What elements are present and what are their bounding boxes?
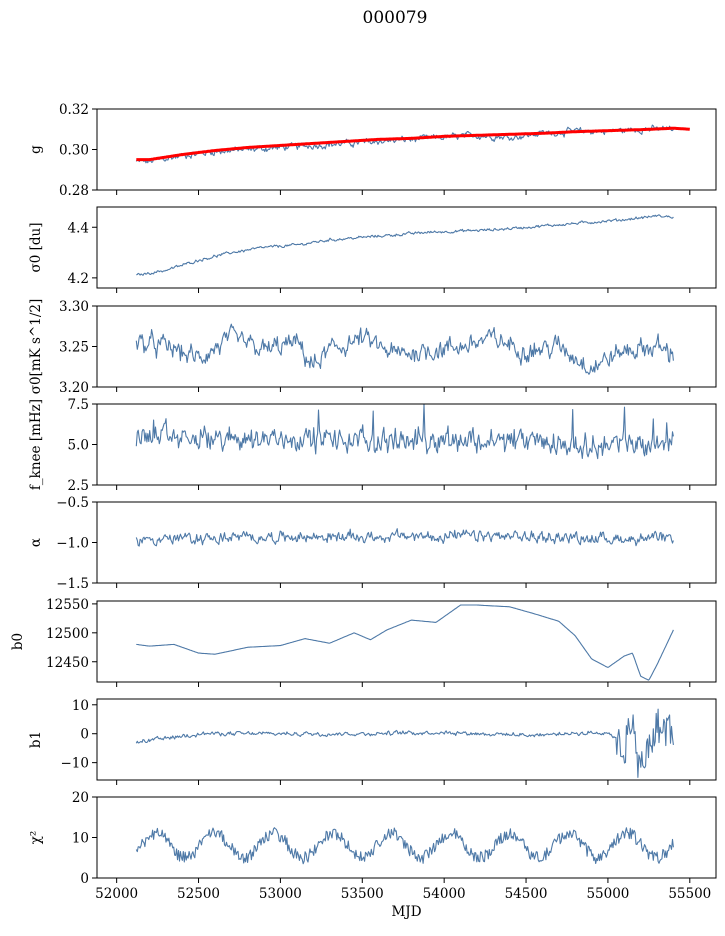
panel-3: 3.20 3.25 3.30 σ0[mK s^1/2] [28,299,717,396]
panel-2: 4.2 4.4 σ0 [du] [28,206,717,293]
axes-frame-1 [96,108,717,191]
panel-1: 0.28 0.30 0.32 g [28,102,717,199]
x-tick-label-6: 54500 [505,886,548,902]
y-tick-label-2-2: 4.4 [68,220,89,236]
y-tick-label-6-2: 12500 [46,626,89,642]
y-axis-label-1: g [28,145,44,154]
x-tick-label-7: 55000 [586,886,629,902]
series-line-8-1 [135,827,674,865]
x-tick-label-1: 52000 [95,886,138,902]
series-line-6-1 [136,604,674,681]
panel-6: 12450 12500 12550 b0 [10,597,717,687]
x-axis-label: MJD [391,904,421,920]
y-tick-label-7-2: 0 [80,727,89,743]
y-tick-label-4-2: 5.0 [68,438,89,454]
y-tick-label-1-1: 0.28 [59,183,89,199]
y-tick-label-1-3: 0.32 [59,102,89,118]
y-tick-label-6-3: 12550 [46,597,89,613]
figure-title: 000079 [363,8,428,28]
axes-frame-8 [96,796,717,879]
y-tick-label-4-1: 2.5 [68,478,89,494]
y-axis-label-6: b0 [10,633,26,650]
y-tick-label-3-3: 3.30 [59,299,89,315]
y-tick-label-8-3: 20 [72,790,89,806]
panel-5: −1.5 −1.0 −0.5 α [28,495,717,592]
panel-8: 0 10 20 52000 52500 53000 53500 54000 54500 55000… [28,790,717,920]
y-axis-label-8: χ² [28,831,44,845]
y-tick-label-7-3: 10 [72,698,89,714]
x-tick-label-8: 55500 [668,886,711,902]
y-tick-label-5-3: −0.5 [56,495,89,511]
y-tick-label-7-1: −10 [61,756,90,772]
y-tick-label-4-3: 7.5 [68,397,89,413]
series-line-5-1 [135,528,674,547]
axes-frame-7 [96,698,717,781]
series-line-7-1 [135,708,674,778]
x-tick-label-5: 54000 [423,886,466,902]
y-axis-label-4: f_knee [mHz] [28,399,44,490]
series-line-2-1 [136,214,674,276]
x-tick-label-2: 52500 [177,886,220,902]
y-tick-label-3-2: 3.25 [59,340,89,356]
y-axis-label-3: σ0[mK s^1/2] [28,299,44,394]
y-tick-label-1-2: 0.30 [59,143,89,159]
y-tick-label-8-1: 0 [80,871,89,887]
x-tick-label-4: 53500 [341,886,384,902]
y-axis-label-7: b1 [28,731,44,748]
panel-4: 2.5 5.0 7.5 f_knee [mHz] [28,397,717,494]
y-tick-label-3-1: 3.20 [59,380,89,396]
axes-frame-6 [96,600,717,683]
y-tick-label-6-1: 12450 [46,655,89,671]
series-line-4-1 [135,403,674,460]
panels-group: 0.28 0.30 0.32 g 4.2 4.4 σ0 [du] 3.20 3.25 3.30 σ0… [10,102,717,920]
y-axis-label-2: σ0 [du] [28,223,44,273]
panel-7: −10 0 10 b1 [28,698,717,785]
y-tick-label-8-2: 10 [72,831,89,847]
axes-frame-2 [96,206,717,289]
axes-frame-3 [96,305,717,388]
series-line-3-1 [135,323,674,375]
y-axis-label-5: α [28,538,44,547]
x-tick-label-3: 53000 [259,886,302,902]
series-line-1-2 [135,126,691,162]
y-tick-label-2-1: 4.2 [68,271,89,287]
y-tick-label-5-2: −1.0 [56,536,89,552]
y-tick-label-5-1: −1.5 [56,576,89,592]
